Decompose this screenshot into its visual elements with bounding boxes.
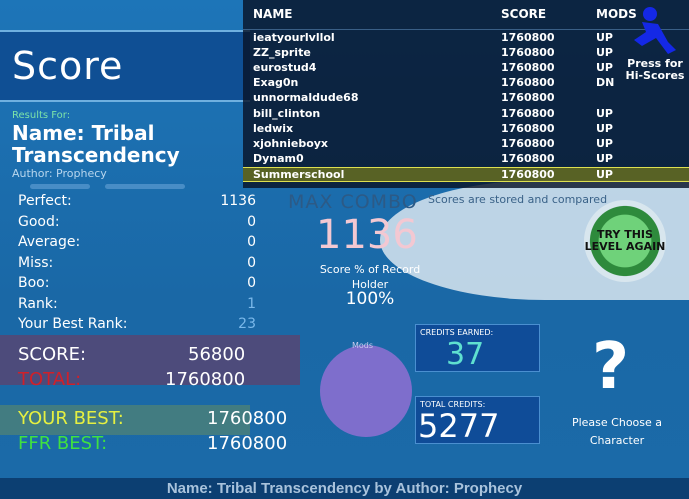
hiscore-row[interactable]: bill_clinton 1760800 UP [243, 107, 689, 122]
row-score: 1760800 [501, 31, 555, 44]
score-label: SCORE: [18, 344, 87, 365]
hiscore-row[interactable]: ZZ_sprite 1760800 UP [243, 46, 689, 61]
hiscore-row[interactable]: Dynam0 1760800 UP [243, 152, 689, 167]
stat-label: Perfect: [18, 193, 72, 209]
row-score: 1760800 [501, 61, 555, 75]
hiscore-row[interactable]: ledwix 1760800 UP [243, 122, 689, 137]
credits-earned-value: 37 [446, 337, 485, 372]
row-mods: UP [596, 121, 613, 135]
hiscore-row[interactable]: ieatyourlvllol 1760800 UP [243, 31, 689, 46]
stat-value: 0 [247, 275, 256, 291]
try-again-label: TRY THIS LEVEL AGAIN [584, 228, 666, 253]
stat-label: Boo: [18, 275, 50, 291]
total-credits-box: TOTAL CREDITS: 5277 [415, 396, 540, 445]
hiscore-row[interactable]: xjohnieboyx 1760800 UP [243, 137, 689, 152]
max-combo-label: MAX COMBO [288, 191, 418, 213]
song-name: Name: Tribal Transcendency [12, 121, 180, 167]
hiscores-panel: NAME SCORE MODS ieatyourlvllol 1760800 UP Z… [243, 0, 689, 188]
row-name: bill_clinton [253, 106, 321, 120]
row-mods: UP [596, 61, 613, 75]
row-score: 1760800 [501, 46, 555, 60]
row-score: 1760800 [501, 76, 555, 90]
your-best-value: 1760800 [207, 408, 288, 429]
stat-value: 0 [247, 234, 256, 250]
row-name: ieatyourlvllol [253, 31, 335, 44]
header-score: SCORE [501, 7, 547, 21]
score-percent-label: Score % of Record Holder [319, 263, 421, 291]
row-mods: DN [596, 76, 615, 90]
score-value: 56800 [188, 344, 246, 365]
row-mods: UP [596, 31, 613, 44]
scores-note: Scores are stored and compared [428, 193, 608, 206]
row-mods: UP [596, 167, 613, 181]
max-combo-value: 1136 [316, 212, 418, 258]
row-name: ZZ_sprite [253, 46, 311, 60]
choose-character-label[interactable]: Please Choose a Character [571, 416, 663, 447]
your-best-label: YOUR BEST: [18, 408, 124, 429]
row-mods: UP [596, 136, 613, 150]
total-credits-label: TOTAL CREDITS: [420, 400, 486, 409]
footer-bar [0, 478, 689, 499]
row-mods: UP [596, 106, 613, 120]
header-divider [243, 29, 689, 30]
try-again-button[interactable]: TRY THIS LEVEL AGAIN [584, 200, 666, 282]
press-for-hiscores-button[interactable]: Press for Hi-Scores [625, 57, 685, 82]
row-name: Dynam0 [253, 151, 304, 165]
hiscore-row[interactable]: eurostud4 1760800 UP [243, 61, 689, 76]
divider [105, 184, 185, 189]
runner-icon[interactable] [628, 4, 678, 56]
stat-label: Rank: [18, 295, 58, 312]
row-score: 1760800 [501, 151, 555, 165]
row-score: 1760800 [501, 167, 555, 181]
header-mods: MODS [596, 7, 637, 21]
stat-label: Average: [18, 234, 81, 250]
footer-song-info: Name: Tribal Transcendency by Author: Pr… [166, 480, 523, 497]
stat-label: Miss: [18, 254, 54, 271]
hiscore-row[interactable]: Exag0n 1760800 DN [243, 76, 689, 91]
stat-label: Good: [18, 213, 60, 230]
row-name: Summerschool [253, 167, 345, 181]
credits-earned-label: CREDITS EARNED: [420, 328, 494, 337]
stat-value: 0 [247, 254, 256, 271]
ffr-best-label: FFR BEST: [18, 433, 108, 454]
total-credits-value: 5277 [418, 407, 500, 445]
results-for-label: Results For: [12, 110, 71, 121]
mods-label: Mods [352, 341, 374, 350]
stat-value: 1136 [220, 193, 256, 209]
score-percent-value: 100% [345, 289, 395, 309]
character-question-icon[interactable]: ? [592, 330, 630, 404]
stat-value: 0 [247, 213, 256, 230]
row-name: xjohnieboyx [253, 136, 329, 150]
row-mods: UP [596, 151, 613, 165]
row-name: unnormaldude68 [253, 91, 359, 105]
row-score: 1760800 [501, 91, 555, 105]
score-band [0, 335, 300, 385]
total-value: 1760800 [165, 369, 246, 390]
header-band [0, 30, 250, 102]
hiscore-row[interactable]: Summerschool 1760800 UP [243, 166, 689, 182]
total-label: TOTAL: [18, 369, 82, 390]
page-title: Score [12, 44, 124, 88]
row-score: 1760800 [501, 121, 555, 135]
best-band [0, 405, 250, 435]
row-mods: UP [596, 46, 613, 60]
mods-circle [320, 345, 412, 437]
row-name: Exag0n [253, 76, 299, 90]
ffr-best-value: 1760800 [207, 433, 288, 454]
stat-value: 23 [238, 316, 256, 332]
divider [30, 184, 90, 189]
row-name: eurostud4 [253, 61, 317, 75]
stat-value: 1 [247, 295, 256, 312]
stat-label: Your Best Rank: [18, 316, 128, 332]
credits-earned-box: CREDITS EARNED: 37 [415, 324, 540, 372]
song-author: Author: Prophecy [12, 167, 107, 180]
row-name: ledwix [253, 121, 294, 135]
hiscore-row[interactable]: unnormaldude68 1760800 [243, 91, 689, 106]
row-score: 1760800 [501, 136, 555, 150]
header-name: NAME [253, 7, 293, 21]
row-score: 1760800 [501, 106, 555, 120]
